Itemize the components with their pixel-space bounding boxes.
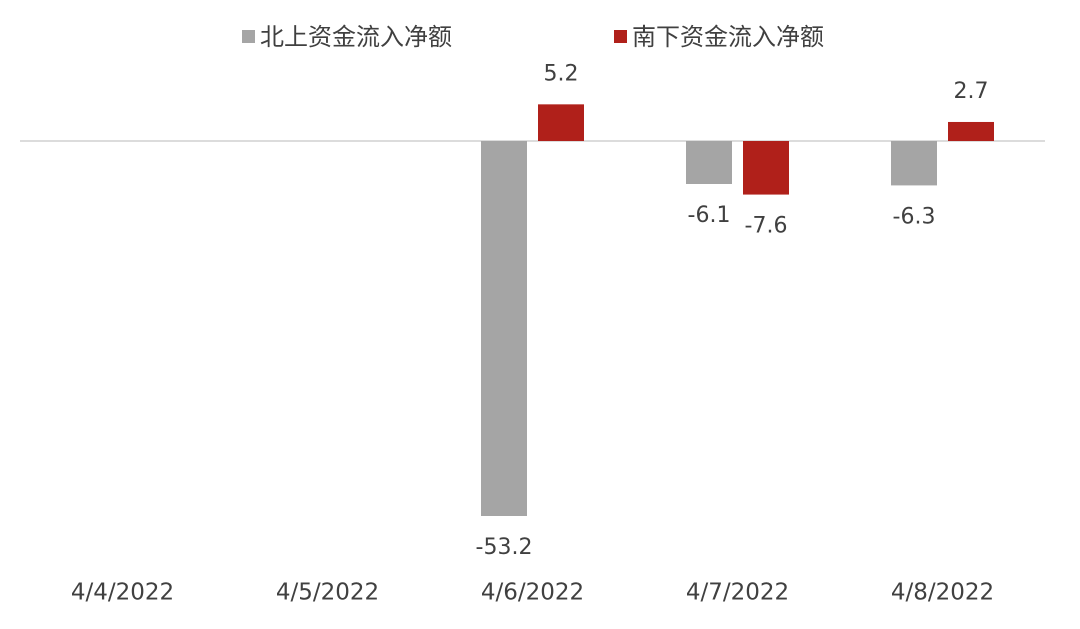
x-tick-label: 4/4/2022	[71, 580, 174, 606]
data-label: 2.7	[954, 79, 989, 104]
bar	[686, 141, 732, 184]
legend-swatch	[614, 30, 627, 43]
data-label: 5.2	[544, 61, 579, 86]
data-label: -6.3	[893, 204, 936, 229]
bar	[538, 104, 584, 141]
legend-label: 南下资金流入净额	[632, 23, 824, 51]
x-tick-label: 4/8/2022	[891, 580, 994, 606]
x-tick-label: 4/5/2022	[276, 580, 379, 606]
bar	[481, 141, 527, 516]
legend-label: 北上资金流入净额	[260, 23, 452, 51]
x-tick-label: 4/6/2022	[481, 580, 584, 606]
data-label: -7.6	[745, 214, 788, 239]
bar	[743, 141, 789, 195]
data-label: -6.1	[688, 203, 731, 228]
bar	[948, 121, 994, 141]
legend-swatch	[242, 30, 255, 43]
x-tick-label: 4/7/2022	[686, 580, 789, 606]
data-label: -53.2	[476, 535, 533, 560]
bar	[891, 141, 937, 186]
